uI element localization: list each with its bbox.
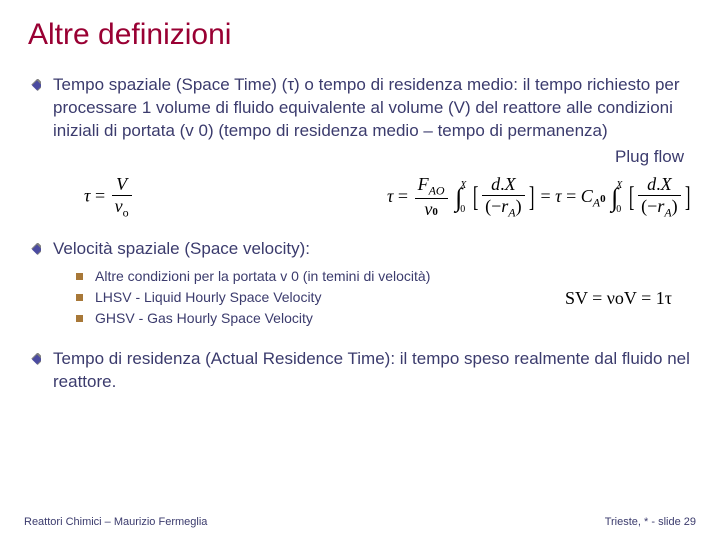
footer-right: Trieste, * - slide 29	[605, 516, 696, 528]
formula-sv: SV = νoV = 1τ	[565, 288, 672, 309]
bullet-text-1: Tempo spaziale (Space Time) (τ) o tempo …	[53, 74, 692, 143]
square-icon	[76, 294, 83, 301]
bullet-text-3: Tempo di residenza (Actual Residence Tim…	[53, 348, 692, 394]
plug-flow-label: Plug flow	[28, 147, 684, 167]
formula-tau: τ = Vνo	[84, 175, 134, 220]
sub-text-1: Altre condizioni per la portata v 0 (in …	[95, 267, 430, 286]
formula-integral: τ = FAOν0 ∫X0 [d.X(−rA)] = τ = CA0 ∫X0 […	[387, 175, 692, 220]
sub-section: Altre condizioni per la portata v 0 (in …	[28, 267, 692, 330]
diamond-icon	[28, 353, 41, 366]
sub-bullet-1: Altre condizioni per la portata v 0 (in …	[76, 267, 466, 286]
page-title: Altre definizioni	[28, 18, 692, 52]
bullet-item-3: Tempo di residenza (Actual Residence Tim…	[28, 348, 692, 394]
sub-bullet-3: GHSV - Gas Hourly Space Velocity	[76, 309, 466, 328]
formula-row: τ = Vνo τ = FAOν0 ∫X0 [d.X(−rA)] = τ = C…	[84, 175, 692, 220]
square-icon	[76, 315, 83, 322]
bullet-item-1: Tempo spaziale (Space Time) (τ) o tempo …	[28, 74, 692, 143]
diamond-icon	[28, 79, 41, 92]
footer: Reattori Chimici – Maurizio Fermeglia Tr…	[0, 516, 720, 528]
sub-bullet-2: LHSV - Liquid Hourly Space Velocity	[76, 288, 466, 307]
sub-text-2: LHSV - Liquid Hourly Space Velocity	[95, 288, 321, 307]
diamond-icon	[28, 243, 41, 256]
bullet-text-2: Velocità spaziale (Space velocity):	[53, 238, 692, 261]
bullet-item-2: Velocità spaziale (Space velocity):	[28, 238, 692, 261]
square-icon	[76, 273, 83, 280]
slide-container: Altre definizioni Tempo spaziale (Space …	[0, 0, 720, 394]
sub-text-3: GHSV - Gas Hourly Space Velocity	[95, 309, 313, 328]
footer-left: Reattori Chimici – Maurizio Fermeglia	[24, 516, 207, 528]
